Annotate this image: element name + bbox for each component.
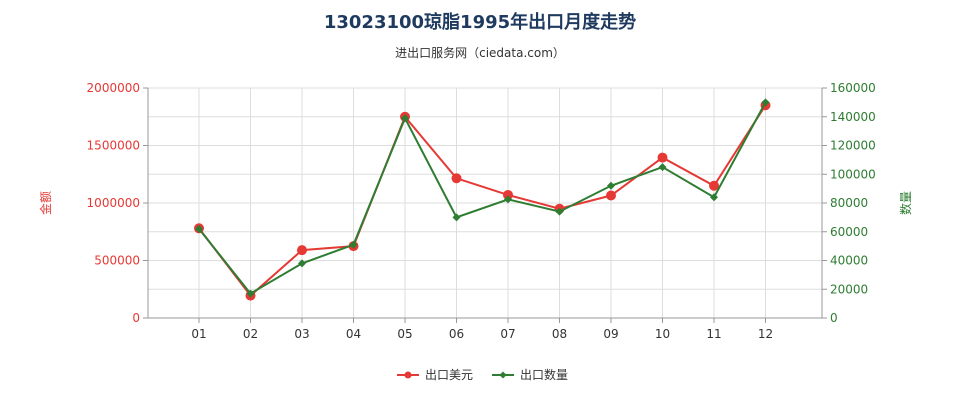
series-point-1	[401, 114, 409, 123]
series-point-1	[504, 195, 512, 204]
y-axis-right-tick-label: 80000	[830, 196, 868, 210]
y-axis-left-tick-label: 2000000	[87, 81, 140, 95]
y-axis-right-tick-label: 100000	[830, 167, 876, 181]
x-axis-tick-label: 02	[243, 327, 258, 341]
series-point-1	[452, 213, 461, 222]
series-layer	[194, 98, 771, 301]
x-axis-tick-label: 11	[706, 327, 721, 341]
x-axis-tick-label: 08	[552, 327, 567, 341]
x-axis-tick-label: 10	[655, 327, 670, 341]
x-axis-tick-label: 06	[449, 327, 464, 341]
x-axis-tick-label: 04	[346, 327, 361, 341]
y-axis-left-tick-label: 1000000	[87, 196, 140, 210]
series-point-1	[761, 98, 770, 107]
series-line-1	[198, 101, 767, 295]
legend-marker-1	[499, 371, 507, 379]
y-axis-left-tick-label: 0	[132, 311, 140, 325]
series-point-1	[349, 240, 358, 249]
y-axis-right-title: 数量	[898, 191, 913, 215]
x-axis-tick-label: 12	[758, 327, 773, 341]
x-axis-tick-label: 09	[603, 327, 618, 341]
x-axis-tick-label: 07	[500, 327, 515, 341]
y-axis-right-tick-label: 40000	[830, 254, 868, 268]
series-point-1	[607, 181, 615, 190]
x-axis-tick-label: 03	[294, 327, 309, 341]
series-point-1	[195, 224, 203, 233]
legend-label-0: 出口美元	[425, 368, 473, 382]
x-axis-tick-label: 01	[191, 327, 206, 341]
series-point-1	[298, 259, 306, 268]
y-axis-right-tick-label: 120000	[830, 139, 876, 153]
y-axis-left-tick-label: 500000	[94, 254, 140, 268]
legend: 出口美元 出口数量	[397, 367, 568, 382]
series-point-0	[451, 173, 462, 184]
legend-marker-0	[404, 371, 412, 379]
series-point-0	[297, 245, 307, 256]
y-axis-left-tick-label: 1500000	[87, 139, 140, 153]
legend-label-1: 出口数量	[520, 367, 568, 382]
y-axis-right-tick-label: 140000	[830, 110, 876, 124]
y-axis-right-tick-label: 60000	[830, 225, 868, 239]
y-axis-left-title: 金额	[38, 191, 53, 215]
series-point-1	[658, 163, 667, 172]
series-point-0	[503, 189, 513, 200]
series-point-1	[246, 289, 255, 298]
axes-layer: 0 500000 1000000 1500000 2000000 0 20000 40000 6…	[87, 81, 876, 341]
series-point-1	[555, 207, 564, 216]
y-axis-right-tick-label: 20000	[830, 282, 868, 296]
series-point-0	[606, 190, 616, 201]
series-point-1	[710, 193, 718, 202]
series-point-0	[709, 180, 719, 191]
chart-subtitle: 进出口服务网（ciedata.com）	[395, 46, 565, 60]
chart-title: 13023100琼脂1995年出口月度走势	[323, 12, 637, 33]
y-axis-right-tick-label: 0	[830, 311, 838, 325]
y-axis-right-tick-label: 160000	[830, 81, 876, 95]
series-line-0	[198, 104, 767, 298]
grid-layer	[147, 87, 823, 319]
series-point-0	[657, 152, 668, 163]
x-axis-tick-label: 05	[397, 327, 412, 341]
